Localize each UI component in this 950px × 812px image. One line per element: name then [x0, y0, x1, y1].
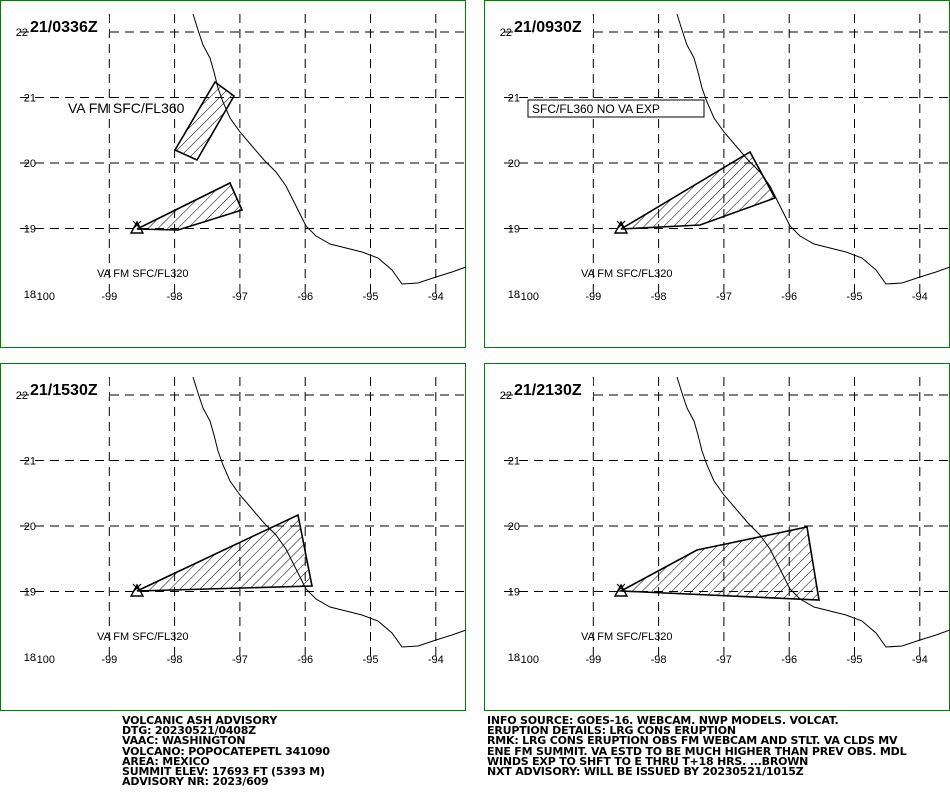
lon-label: -99: [585, 654, 601, 666]
volcano-cross: [616, 220, 626, 230]
lat-label: 20: [24, 521, 36, 533]
lon-label: -99: [585, 291, 601, 303]
annotation-box: [527, 99, 705, 118]
title-bg: [29, 16, 109, 34]
advisory-line: RMK: LRG CONS ERUPTION OBS FM WEBCAM AND…: [487, 734, 898, 748]
lat-label: 21: [24, 93, 36, 105]
lat-label: 21: [24, 456, 36, 468]
advisory-line: SUMMIT ELEV: 17693 FT (5393 M): [122, 765, 325, 779]
annotation: VA FM SFC/FL320: [581, 631, 673, 643]
advisory-line: ERUPTION DETAILS: LRG CONS ERUPTION: [487, 724, 736, 738]
map-panel: -100 -99 -98 -97 -96 -95 -94 22 21 20 19 18 21/1530Z…: [0, 363, 467, 711]
map-panel: -100 -99 -98 -97 -96 -95 -94 22 21 20 19 18 21/0336Z…: [0, 0, 467, 348]
lon-label: -98: [167, 654, 183, 666]
lon-label: -96: [297, 291, 313, 303]
lat-label: 18: [24, 289, 36, 301]
panel-border: [0, 0, 466, 348]
ash-area: [173, 80, 236, 162]
lat-label: 22: [500, 27, 512, 39]
panel-time: 21/0930Z: [514, 19, 582, 36]
lon-label: -96: [781, 654, 797, 666]
advisory-line: ENE FM SUMMIT. VA ESTD TO BE MUCH HIGHER…: [487, 744, 907, 758]
map-panels: -100 -99 -98 -97 -96 -95 -94 22 21 20 19 18 21/0336Z…: [0, 0, 950, 711]
lon-label: -97: [232, 654, 248, 666]
ash-area: [620, 150, 777, 230]
advisory-right: INFO SOURCE: GOES-16. WEBCAM. NWP MODELS…: [487, 714, 907, 779]
coastline: [676, 13, 950, 285]
advisory-line: INFO SOURCE: GOES-16. WEBCAM. NWP MODELS…: [487, 714, 839, 727]
annotation: VA FM SFC/FL320: [97, 268, 189, 280]
lat-label: 19: [508, 224, 520, 236]
lon-label: -99: [101, 654, 117, 666]
volcano-cross: [132, 220, 142, 230]
lat-label: 21: [508, 93, 520, 105]
lat-label: 22: [16, 27, 28, 39]
lon-label: -94: [912, 291, 928, 303]
lon-label: -96: [297, 654, 313, 666]
coastline: [676, 376, 950, 648]
lat-label: 18: [508, 289, 520, 301]
advisory-line: DTG: 20230521/0408Z: [122, 724, 256, 738]
annotation: VA FM SFC/FL320: [581, 268, 673, 280]
annotation: SFC/FL360 NO VA EXP: [532, 102, 660, 116]
advisory-line: ADVISORY NR: 2023/609: [122, 775, 269, 789]
coastline: [192, 376, 467, 648]
lon-label: -97: [232, 291, 248, 303]
panel-time: 21/2130Z: [514, 382, 582, 399]
title-bg: [29, 379, 109, 397]
lon-label: -95: [363, 654, 379, 666]
map-panel: -100 -99 -98 -97 -96 -95 -94 22 21 20 19 18 21/0930Z…: [484, 0, 950, 348]
lon-label: -94: [428, 291, 444, 303]
lat-label: 18: [508, 652, 520, 664]
lon-label: -97: [716, 654, 732, 666]
annotation: VA FM SFC/FL360: [68, 100, 185, 116]
advisory-line: AREA: MEXICO: [122, 754, 210, 768]
lon-label: -97: [716, 291, 732, 303]
lon-label: -96: [781, 291, 797, 303]
panel-time: 21/1530Z: [30, 382, 98, 399]
ash-area: [618, 526, 820, 601]
coastline: [192, 13, 467, 285]
ash-area: [136, 181, 244, 231]
advisory-left: VOLCANIC ASH ADVISORY DTG: 20230521/0408Z…: [122, 714, 330, 789]
advisory-line: WINDS EXP TO SHFT TO E THRU T+18 HRS. ..…: [487, 754, 809, 768]
lon-label: -95: [847, 654, 863, 666]
volcano-cross: [132, 583, 142, 593]
lat-label: 20: [508, 158, 520, 170]
title-bg: [513, 379, 593, 397]
lat-label: 22: [500, 390, 512, 402]
lon-label: -100: [517, 654, 539, 666]
lon-label: -100: [33, 291, 55, 303]
lon-label: -98: [651, 654, 667, 666]
advisory-line: VAAC: WASHINGTON: [122, 734, 246, 748]
ash-area: [136, 513, 313, 592]
annotation: VA FM SFC/FL320: [97, 631, 189, 643]
lat-label: 19: [24, 587, 36, 599]
map-panel: -100 -99 -98 -97 -96 -95 -94 22 21 20 19 18 21/2130Z…: [484, 363, 950, 711]
lon-label: -94: [912, 654, 928, 666]
lon-label: -95: [363, 291, 379, 303]
lat-label: 20: [24, 158, 36, 170]
lon-label: -99: [101, 291, 117, 303]
panel-time: 21/0336Z: [30, 19, 98, 36]
lat-label: 19: [24, 224, 36, 236]
advisory-line: NXT ADVISORY: WILL BE ISSUED BY 20230521…: [487, 765, 804, 779]
panel-border: [0, 363, 466, 711]
lon-label: -100: [33, 654, 55, 666]
lon-label: -95: [847, 291, 863, 303]
lat-label: 22: [16, 390, 28, 402]
lon-label: -98: [167, 291, 183, 303]
lat-label: 18: [24, 652, 36, 664]
lat-label: 19: [508, 587, 520, 599]
advisory-line: VOLCANIC ASH ADVISORY: [122, 714, 278, 727]
title-bg: [513, 16, 593, 34]
lon-label: -98: [651, 291, 667, 303]
advisory-line: VOLCANO: POPOCATEPETL 341090: [122, 744, 330, 758]
lat-label: 21: [508, 456, 520, 468]
volcano-cross: [616, 583, 626, 593]
lon-label: -94: [428, 654, 444, 666]
lon-label: -100: [517, 291, 539, 303]
lat-label: 20: [508, 521, 520, 533]
